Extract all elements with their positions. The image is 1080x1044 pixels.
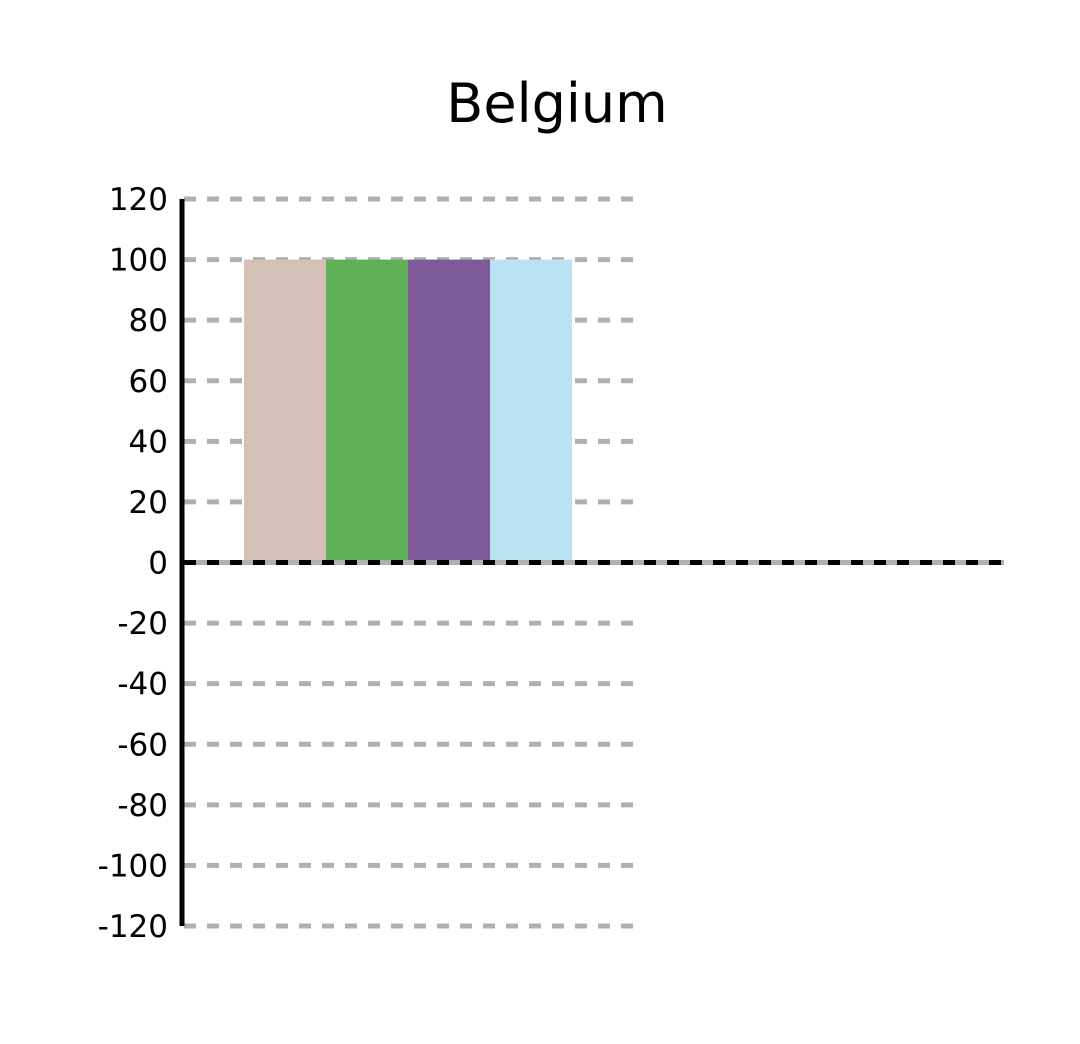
- y-tick-labels: 120 100 80 60 40 20 0 -20 -40 -60 -80 -100 -120: [98, 182, 168, 945]
- y-tick-label: 20: [129, 485, 168, 521]
- y-tick-label: -100: [98, 848, 168, 884]
- y-tick-label: 120: [109, 182, 168, 218]
- bar-1: [244, 259, 326, 563]
- y-tick-label: 80: [129, 303, 168, 339]
- bar-4: [490, 259, 572, 563]
- bar-2: [326, 259, 408, 563]
- y-tick-label: -80: [117, 788, 168, 824]
- y-tick-label: -40: [117, 667, 168, 703]
- chart-title: Belgium: [446, 72, 667, 135]
- y-tick-label: 60: [129, 364, 168, 400]
- y-tick-label: -20: [117, 606, 168, 642]
- y-tick-label: -60: [117, 727, 168, 763]
- y-tick-label: 0: [148, 546, 168, 582]
- bars: [244, 259, 572, 563]
- y-tick-label: 40: [129, 424, 168, 460]
- bar-3: [408, 259, 490, 563]
- y-tick-label: 100: [109, 243, 168, 279]
- y-tick-label: -120: [98, 909, 168, 945]
